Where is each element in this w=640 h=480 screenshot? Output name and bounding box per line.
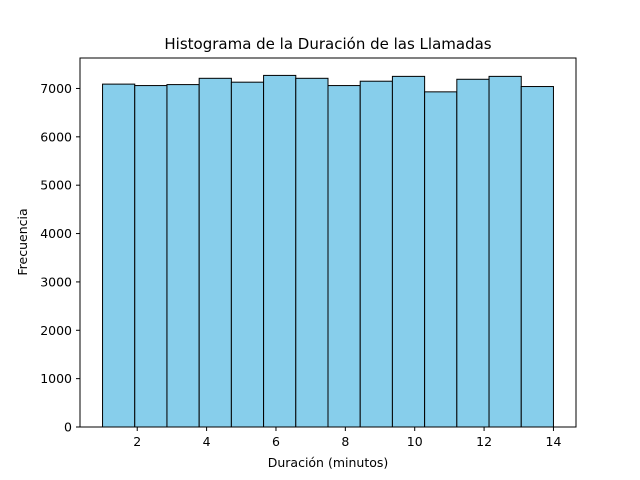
- x-axis-ticks: 2 4 6 8 10 12 14: [133, 427, 561, 449]
- axes-frame: [79, 57, 577, 428]
- x-tick-label: 6: [272, 434, 280, 449]
- histogram-bar: [198, 77, 232, 428]
- chart-title: Histograma de la Duración de las Llamada…: [164, 35, 491, 53]
- histogram-bar: [391, 75, 426, 428]
- histogram-bar: [424, 91, 458, 428]
- y-tick-label: 3000: [40, 274, 72, 289]
- y-tick-label: 2000: [40, 323, 72, 338]
- x-tick-label: 2: [133, 434, 141, 449]
- x-tick-label: 4: [203, 434, 211, 449]
- x-tick-label: 12: [476, 434, 492, 449]
- y-axis-label: Frecuencia: [15, 208, 30, 275]
- histogram-bar: [295, 77, 329, 428]
- x-axis-label: Duración (minutos): [268, 455, 389, 470]
- y-tick-label: 0: [64, 420, 72, 435]
- histogram-bar: [102, 83, 136, 428]
- y-tick-label: 7000: [40, 81, 72, 96]
- y-tick-label: 1000: [40, 371, 72, 386]
- histogram-bar: [134, 85, 168, 428]
- x-tick-label: 14: [546, 434, 562, 449]
- bars-group: [102, 74, 554, 428]
- x-tick-label: 10: [407, 434, 423, 449]
- x-tick-label: 8: [341, 434, 349, 449]
- y-axis-ticks: 0 1000 2000 3000 4000 5000 6000 7000: [40, 81, 80, 435]
- y-tick-label: 4000: [40, 226, 72, 241]
- histogram-bar: [488, 75, 522, 428]
- y-tick-label: 6000: [40, 129, 72, 144]
- histogram-bar: [327, 85, 361, 428]
- y-tick-label: 5000: [40, 178, 72, 193]
- histogram-bar: [520, 86, 554, 428]
- histogram-bar: [263, 74, 297, 428]
- histogram-bar: [166, 84, 200, 428]
- histogram-bar: [359, 80, 393, 428]
- histogram-bar: [230, 81, 265, 428]
- histogram-bar: [456, 78, 490, 428]
